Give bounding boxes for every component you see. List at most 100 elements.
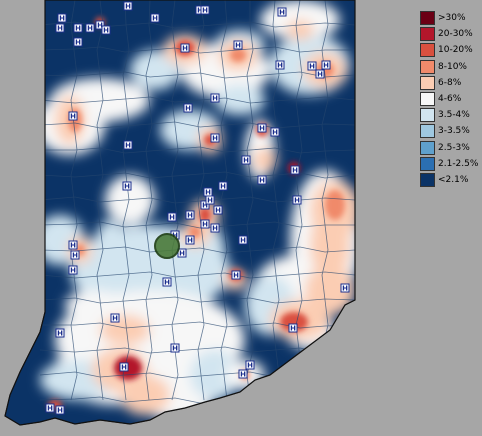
hospital-icon[interactable]: H	[123, 140, 133, 150]
hospital-marker-letter: H	[294, 197, 300, 205]
county-line	[39, 221, 355, 229]
county-line	[39, 46, 355, 54]
hospital-icon[interactable]: H	[200, 5, 210, 15]
hospital-marker-letter: H	[75, 25, 81, 33]
hospital-icon[interactable]: H	[340, 283, 350, 293]
hospital-icon[interactable]: H	[170, 343, 180, 353]
hospital-marker-letter: H	[323, 62, 329, 70]
legend-label: >30%	[438, 13, 466, 24]
hospital-marker-letter: H	[205, 189, 211, 197]
hospital-icon[interactable]: H	[205, 195, 215, 205]
hospital-icon[interactable]: H	[233, 40, 243, 50]
hospital-marker-letter: H	[70, 242, 76, 250]
hospital-icon[interactable]: H	[122, 181, 132, 191]
hospital-icon[interactable]: H	[167, 212, 177, 222]
hospital-marker-letter: H	[70, 267, 76, 275]
legend-swatch	[420, 27, 435, 42]
hospital-icon[interactable]: H	[180, 43, 190, 53]
hospital-icon[interactable]: H	[218, 181, 228, 191]
hospital-icon[interactable]: H	[290, 165, 300, 175]
hospital-icon[interactable]: H	[119, 362, 129, 372]
hospital-marker-letter: H	[259, 125, 265, 133]
legend-item: 6-8%	[420, 75, 482, 91]
hospital-marker-letter: H	[97, 22, 103, 30]
hospital-icon[interactable]: H	[288, 323, 298, 333]
hospital-icon[interactable]: H	[275, 60, 285, 70]
legend-swatch	[420, 156, 435, 171]
hospital-icon[interactable]: H	[73, 37, 83, 47]
hospital-icon[interactable]: H	[238, 369, 248, 379]
hospital-icon[interactable]: H	[70, 250, 80, 260]
hospital-marker-letter: H	[152, 15, 158, 23]
hospital-marker-letter: H	[292, 167, 298, 175]
hospital-marker-letter: H	[75, 39, 81, 47]
legend-item: 3.5-4%	[420, 107, 482, 123]
hospital-icon[interactable]: H	[95, 20, 105, 30]
green-circle-marker-icon[interactable]	[154, 233, 180, 259]
hospital-icon[interactable]: H	[277, 7, 287, 17]
hospital-marker-letter: H	[172, 345, 178, 353]
hospital-marker-letter: H	[179, 250, 185, 258]
hospital-icon[interactable]: H	[270, 127, 280, 137]
hospital-icon[interactable]: H	[123, 1, 133, 11]
hospital-icon[interactable]: H	[241, 155, 251, 165]
hospital-marker-letter: H	[187, 237, 193, 245]
hospital-icon[interactable]: H	[57, 13, 67, 23]
hospital-marker-letter: H	[243, 157, 249, 165]
hospital-icon[interactable]: H	[45, 403, 55, 413]
legend-swatch	[420, 140, 435, 155]
rate-blob	[230, 48, 246, 62]
hospital-icon[interactable]: H	[210, 133, 220, 143]
hospital-icon[interactable]: H	[245, 360, 255, 370]
hospital-icon[interactable]: H	[183, 103, 193, 113]
hospital-icon[interactable]: H	[231, 270, 241, 280]
hospital-marker-letter: H	[235, 42, 241, 50]
selected-location-marker[interactable]	[154, 233, 180, 259]
hospital-icon[interactable]: H	[307, 61, 317, 71]
legend-item: 2.5-3%	[420, 140, 482, 156]
hospital-icon[interactable]: H	[200, 200, 210, 210]
rate-blob	[325, 190, 345, 220]
hospital-icon[interactable]: H	[185, 210, 195, 220]
hospital-marker-letter: H	[220, 183, 226, 191]
hospital-icon[interactable]: H	[210, 93, 220, 103]
hospital-icon[interactable]: H	[55, 23, 65, 33]
hospital-marker-letter: H	[259, 177, 265, 185]
hospital-icon[interactable]: H	[257, 123, 267, 133]
hospital-icon[interactable]: H	[315, 69, 325, 79]
hospital-icon[interactable]: H	[55, 328, 65, 338]
hospital-marker-letter: H	[272, 129, 278, 137]
hospital-marker-letter: H	[172, 232, 178, 240]
hospital-icon[interactable]: H	[55, 405, 65, 415]
legend-label: 3.5-4%	[438, 110, 470, 121]
hospital-icon[interactable]: H	[210, 223, 220, 233]
hospital-marker-letter: H	[125, 3, 131, 11]
hospital-icon[interactable]: H	[203, 187, 213, 197]
hospital-icon[interactable]: H	[73, 23, 83, 33]
hospital-marker-letter: H	[103, 27, 109, 35]
hospital-icon[interactable]: H	[68, 240, 78, 250]
hospital-icon[interactable]: H	[213, 205, 223, 215]
hospital-icon[interactable]: H	[321, 60, 331, 70]
hospital-icon[interactable]: H	[110, 313, 120, 323]
hospital-icon[interactable]: H	[162, 277, 172, 287]
legend-swatch	[420, 108, 435, 123]
hospital-icon[interactable]: H	[257, 175, 267, 185]
hospital-icon[interactable]: H	[150, 13, 160, 23]
hospital-icon[interactable]: H	[185, 235, 195, 245]
hospital-marker-letter: H	[182, 45, 188, 53]
hospital-icon[interactable]: H	[68, 265, 78, 275]
hospital-icon[interactable]: H	[292, 195, 302, 205]
hospital-icon[interactable]: H	[101, 25, 111, 35]
hospital-icon[interactable]: H	[177, 248, 187, 258]
legend-label: <2.1%	[438, 174, 469, 185]
hospital-icon[interactable]: H	[68, 111, 78, 121]
hospital-icon[interactable]: H	[85, 23, 95, 33]
hospital-icon[interactable]: H	[200, 219, 210, 229]
rate-blob	[95, 220, 125, 270]
hospital-icon[interactable]: H	[238, 235, 248, 245]
legend-item: <2.1%	[420, 172, 482, 188]
